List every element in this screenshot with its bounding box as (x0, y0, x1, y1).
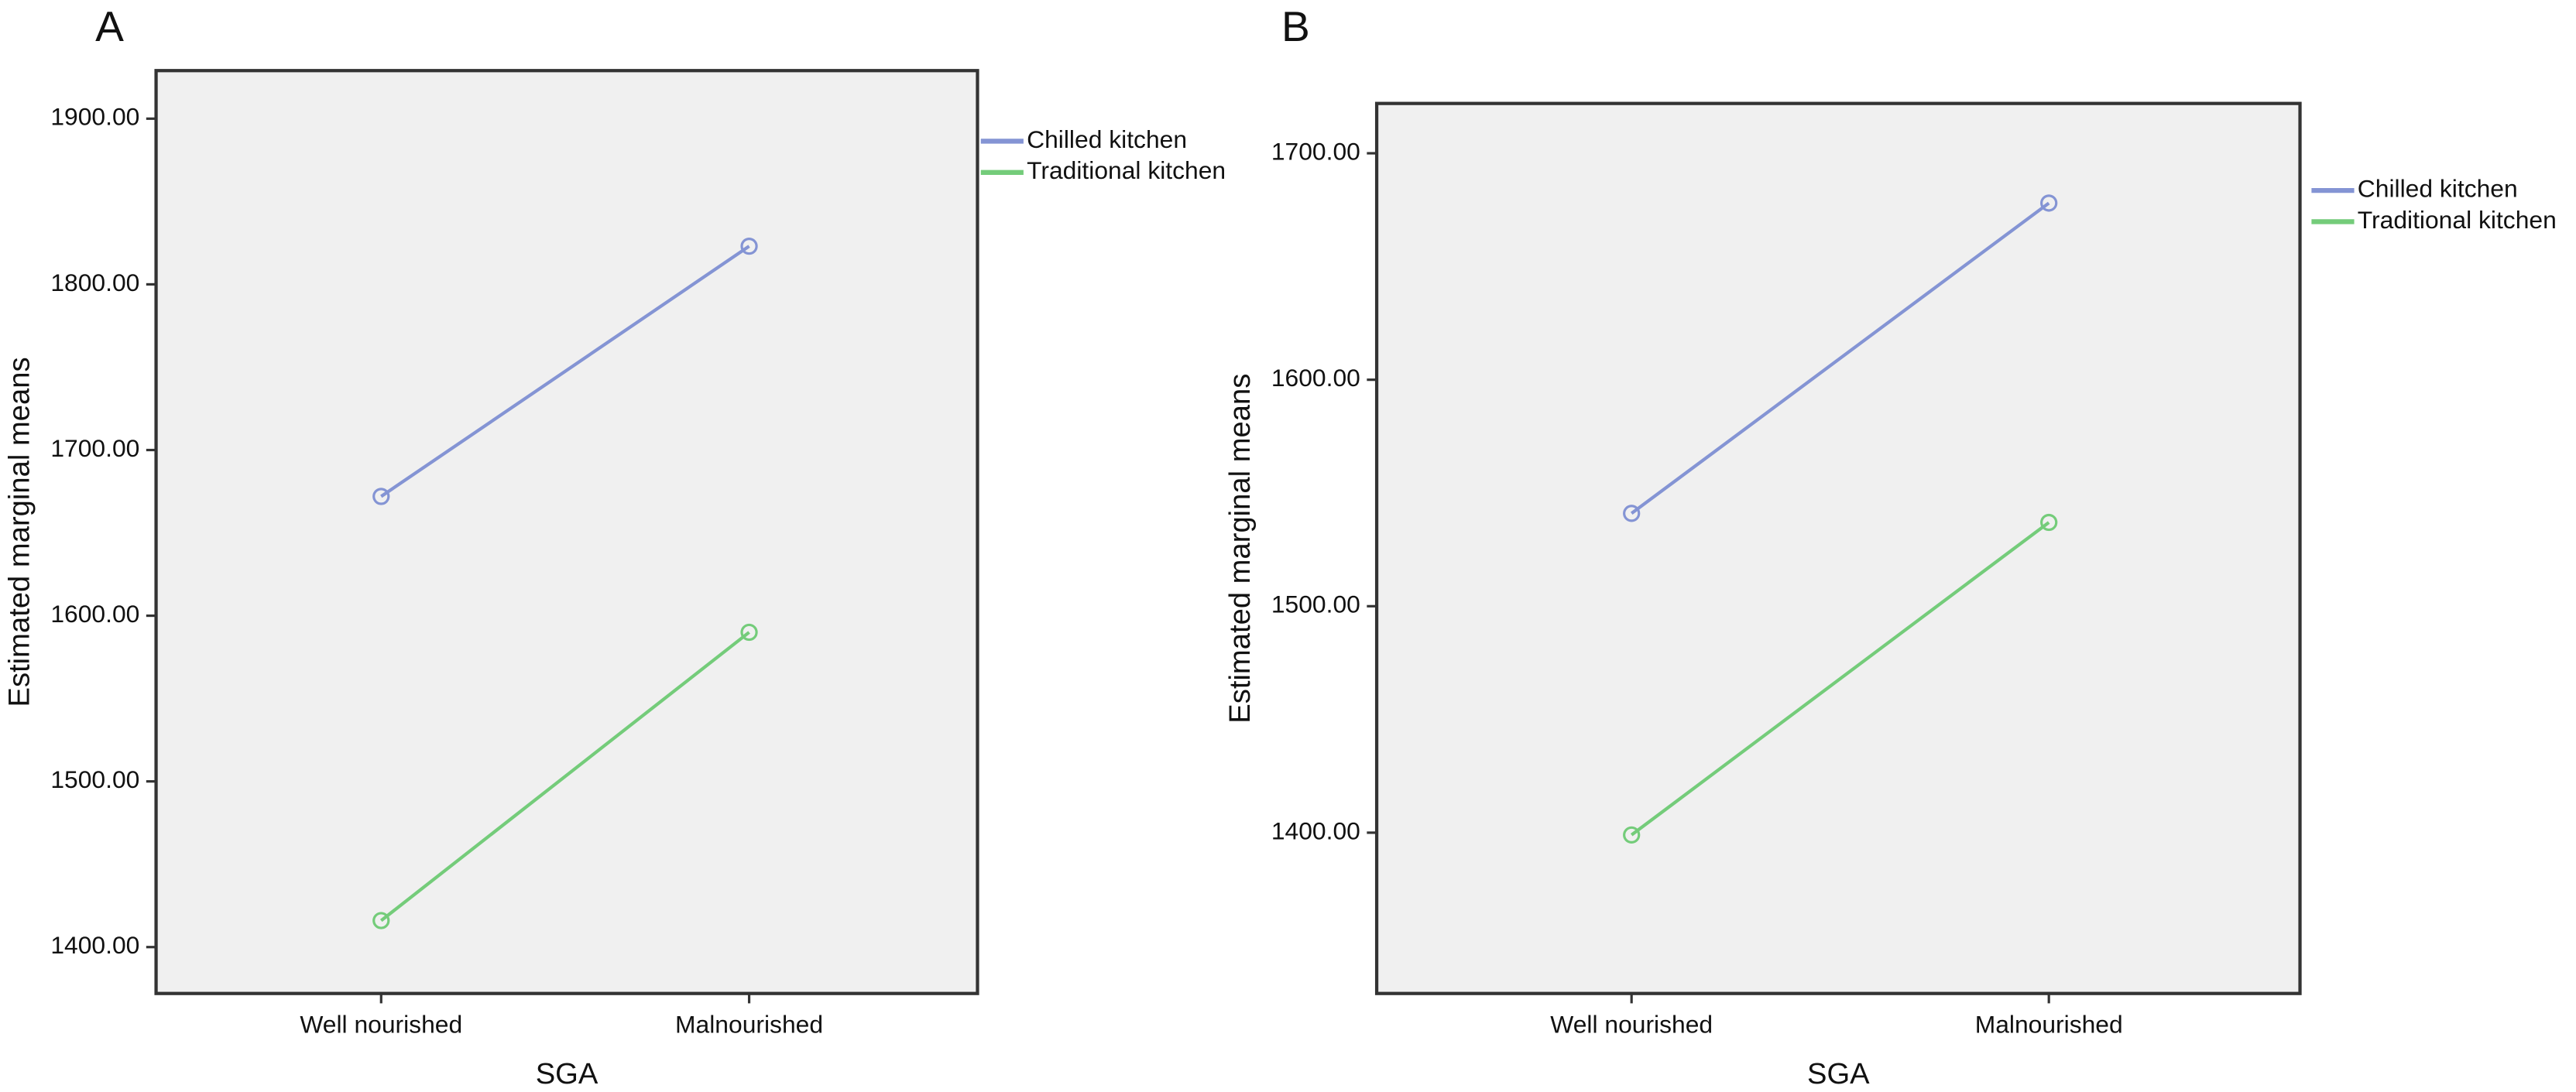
point-marker (740, 238, 758, 255)
y-tick-label: 1600.00 (1271, 364, 1360, 392)
x-tick-label: Malnourished (675, 1011, 823, 1039)
y-tick-label: 1500.00 (50, 765, 139, 793)
x-axis-label: SGA (536, 1057, 599, 1090)
legend-label: Traditional kitchen (2358, 206, 2557, 234)
series-line (1630, 521, 2050, 837)
series-line (379, 631, 750, 923)
series-line (380, 245, 750, 498)
legend-label: Traditional kitchen (1027, 156, 1226, 184)
plot-area (154, 69, 979, 995)
x-axis-label: SGA (1807, 1057, 1870, 1090)
y-tick-label: 1400.00 (1271, 816, 1360, 844)
y-tick-label: 1400.00 (50, 931, 139, 959)
point-marker (2040, 194, 2058, 212)
y-tick-label: 1800.00 (50, 269, 139, 296)
point-marker (2040, 513, 2058, 532)
point-marker (372, 912, 390, 929)
point-marker (372, 488, 390, 505)
panel-label: A (95, 2, 124, 50)
series-line (1630, 201, 2050, 515)
x-tick-label: Well nourished (1550, 1011, 1713, 1039)
y-axis-label: Estimated marginal means (3, 357, 36, 707)
legend-label: Chilled kitchen (1027, 125, 1187, 153)
plot-area (1374, 101, 2302, 995)
y-axis-label: Estimated marginal means (1223, 374, 1257, 724)
y-tick-label: 1700.00 (50, 434, 139, 462)
point-marker (1623, 826, 1641, 844)
y-tick-label: 1500.00 (1271, 591, 1360, 618)
x-tick-label: Malnourished (1975, 1011, 2123, 1039)
panel-label: B (1281, 2, 1310, 50)
legend-label: Chilled kitchen (2358, 175, 2518, 203)
x-tick-label: Well nourished (300, 1011, 462, 1039)
point-marker (1623, 505, 1641, 522)
y-tick-label: 1700.00 (1271, 137, 1360, 165)
y-tick-label: 1900.00 (50, 103, 139, 131)
y-tick-label: 1600.00 (50, 600, 139, 628)
point-marker (740, 623, 758, 642)
